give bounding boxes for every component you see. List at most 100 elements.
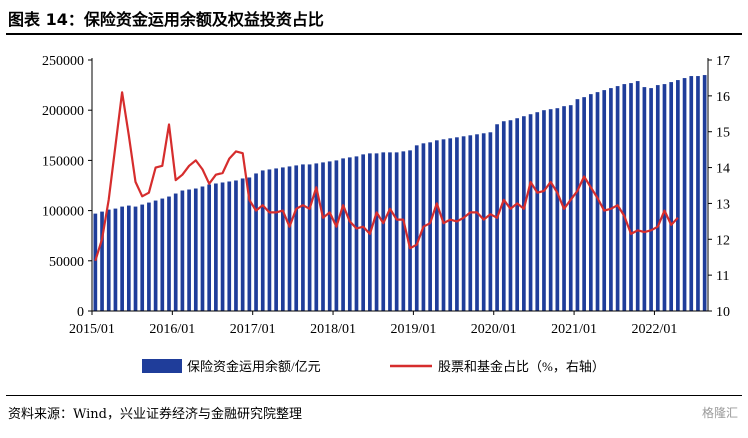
bar-52 <box>434 140 439 311</box>
bar-49 <box>414 145 419 311</box>
bar-5 <box>120 206 124 311</box>
bar-14 <box>180 190 185 311</box>
bar-67 <box>535 112 540 311</box>
bar-8 <box>140 204 145 311</box>
bar-21 <box>227 181 232 311</box>
bar-28 <box>274 168 278 311</box>
bar-7 <box>133 206 138 311</box>
bar-2 <box>100 211 104 311</box>
bar-17 <box>200 186 205 311</box>
bar-66 <box>528 114 533 311</box>
y-left-tick-label: 0 <box>77 305 84 320</box>
bar-6 <box>126 205 131 311</box>
y-right-tick-label: 12 <box>716 233 730 248</box>
bar-32 <box>301 164 305 311</box>
bar-80 <box>622 84 627 311</box>
y-left-tick-label: 250000 <box>42 54 84 69</box>
legend-bar-label: 保险资金运用余额/亿元 <box>187 359 321 374</box>
bar-59 <box>481 133 486 311</box>
bar-86 <box>662 84 667 311</box>
bar-68 <box>542 110 546 311</box>
bar-20 <box>220 182 225 311</box>
bar-22 <box>234 180 238 311</box>
x-tick-label: 2021/01 <box>551 322 597 337</box>
bar-88 <box>676 80 680 311</box>
title-divider <box>6 33 742 35</box>
bar-3 <box>106 209 111 311</box>
bar-48 <box>408 150 412 311</box>
bar-81 <box>629 83 633 311</box>
bar-58 <box>475 134 479 311</box>
bar-19 <box>214 183 218 311</box>
bar-39 <box>347 157 352 311</box>
bar-25 <box>254 173 258 311</box>
bar-70 <box>555 108 560 311</box>
y-left-tick-label: 50000 <box>49 255 84 270</box>
bar-72 <box>568 105 573 312</box>
bar-76 <box>595 92 600 312</box>
bar-56 <box>461 136 466 311</box>
bar-27 <box>267 169 272 311</box>
bar-38 <box>341 158 345 311</box>
bar-40 <box>354 156 359 311</box>
bar-43 <box>374 153 379 311</box>
x-tick-label: 2019/01 <box>390 322 436 337</box>
bar-87 <box>669 82 674 311</box>
bar-84 <box>649 88 653 311</box>
y-right-tick-label: 16 <box>716 90 730 105</box>
chart: 0 50000 100000 150000 200000 250000 10 11 12 13 14… <box>42 54 730 374</box>
footer-divider <box>6 395 742 396</box>
bar-16 <box>193 188 198 311</box>
y-right-tick-label: 11 <box>716 269 729 284</box>
bar-26 <box>260 170 265 311</box>
bar-18 <box>207 184 212 311</box>
bar-29 <box>280 167 285 311</box>
bar-44 <box>381 152 386 311</box>
bar-37 <box>334 160 339 311</box>
bar-85 <box>655 85 660 311</box>
bar-60 <box>488 132 493 311</box>
x-tick-label: 2015/01 <box>69 322 115 337</box>
x-tick-label: 2022/01 <box>631 322 677 337</box>
bar-30 <box>287 166 292 311</box>
y-right-tick-label: 15 <box>716 126 730 141</box>
bar-41 <box>361 154 366 311</box>
bar-36 <box>327 161 332 311</box>
bar-89 <box>682 78 687 312</box>
bar-64 <box>515 118 520 312</box>
bar-9 <box>147 202 151 311</box>
bar-63 <box>508 120 513 312</box>
x-tick-label: 2016/01 <box>149 322 195 337</box>
bar-90 <box>689 76 694 312</box>
bar-13 <box>173 193 178 311</box>
bar-12 <box>167 196 171 311</box>
bar-82 <box>635 81 640 311</box>
y-left-tick-label: 100000 <box>42 205 84 220</box>
bar-74 <box>582 97 586 311</box>
bar-31 <box>294 165 299 311</box>
x-tick-label: 2018/01 <box>310 322 356 337</box>
equity-share-line <box>94 91 679 262</box>
bar-55 <box>455 137 459 311</box>
bar-73 <box>575 99 580 311</box>
y-left-tick-label: 200000 <box>42 104 84 119</box>
bar-33 <box>307 164 312 311</box>
bar-46 <box>394 152 399 311</box>
y-right-tick-label: 17 <box>716 54 730 69</box>
bar-83 <box>642 87 647 311</box>
bar-91 <box>696 76 700 312</box>
bar-4 <box>113 208 118 311</box>
bar-24 <box>247 177 252 311</box>
bar-35 <box>321 162 325 311</box>
y-right-tick-label: 14 <box>716 162 730 177</box>
bar-77 <box>602 90 607 312</box>
watermark-logo: 格隆汇 <box>701 406 738 420</box>
bar-53 <box>441 139 446 311</box>
y-right-tick-label: 10 <box>716 305 730 320</box>
bar-51 <box>428 142 432 311</box>
bar-79 <box>615 86 620 311</box>
bar-15 <box>187 189 191 311</box>
source-note: 资料来源：Wind，兴业证券经济与金融研究院整理 <box>8 407 302 422</box>
x-tick-label: 2017/01 <box>230 322 276 337</box>
legend-line-label: 股票和基金占比（%，右轴） <box>438 359 605 374</box>
